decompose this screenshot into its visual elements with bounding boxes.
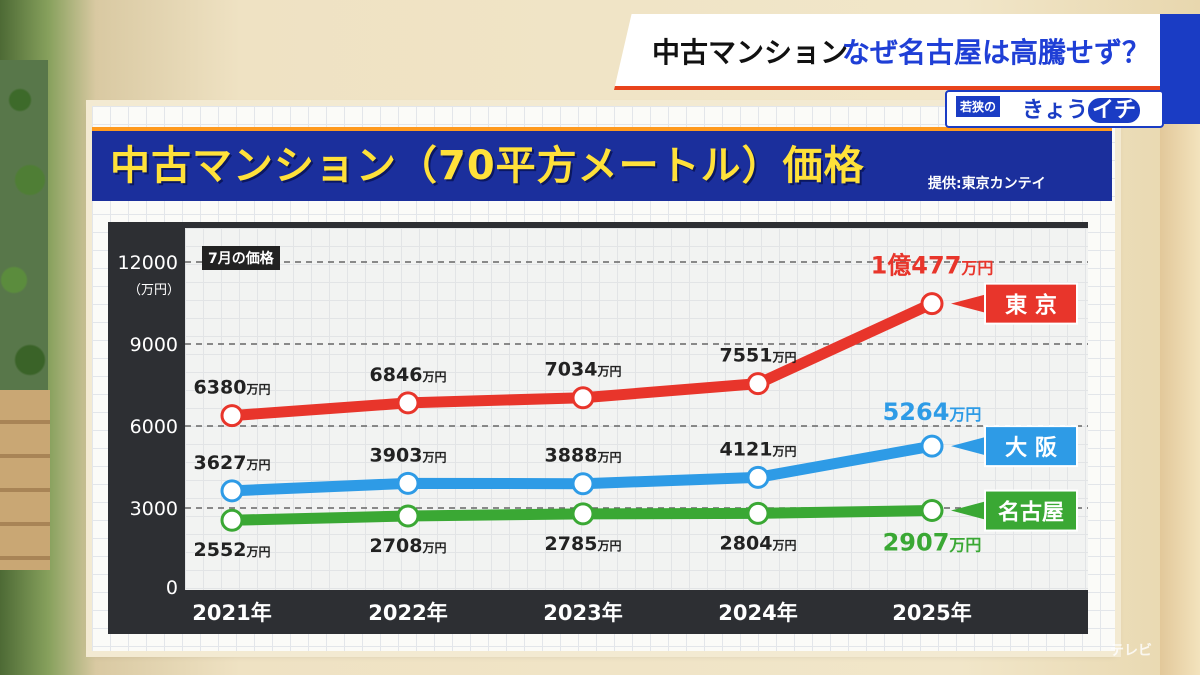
data-label-nagoya: 2552万円 (194, 539, 271, 561)
data-label-tokyo: 6846万円 (370, 364, 447, 386)
data-point-tokyo (920, 292, 944, 316)
data-label-tokyo: 7551万円 (720, 345, 797, 367)
data-label-osaka: 3903万円 (370, 444, 447, 466)
data-label-osaka: 3888万円 (545, 445, 622, 467)
y-tick-label: 9000 (130, 334, 178, 356)
x-tick-label: 2022年 (368, 601, 447, 625)
data-point-tokyo (746, 372, 770, 396)
data-label-osaka: 4121万円 (720, 438, 797, 460)
data-label-osaka: 5264万円 (883, 398, 982, 426)
data-label-nagoya: 2907万円 (883, 529, 982, 557)
data-label-nagoya: 2708万円 (370, 535, 447, 557)
board-source: 提供:東京カンテイ (928, 176, 1046, 192)
headline-topic: 中古マンション (652, 36, 849, 69)
y-tick-label: 6000 (130, 416, 178, 438)
banner-accent (1160, 14, 1200, 124)
y-tick-label: 12000 (118, 252, 178, 274)
program-logo-text-a: きょう (1022, 98, 1089, 123)
legend-tag-tokyo (984, 282, 1078, 325)
board-title: 中古マンション（70平方メートル）価格 (110, 143, 865, 189)
plant-decoration (0, 60, 48, 390)
headline-banner (614, 14, 1200, 90)
y-tick-label: 3000 (130, 498, 178, 520)
data-point-osaka (571, 472, 595, 496)
y-axis-unit: （万円） (128, 283, 181, 298)
board-title-bar (92, 127, 1112, 201)
data-point-tokyo (220, 404, 244, 428)
data-point-osaka (920, 434, 944, 458)
studio-panel (1160, 100, 1200, 675)
data-label-osaka: 3627万円 (194, 452, 271, 474)
x-tick-label: 2023年 (543, 601, 622, 625)
program-logo-small: 若狭の (956, 96, 1001, 117)
legend-tag-osaka (984, 425, 1078, 468)
program-logo-big: きょう イチ (1022, 92, 1141, 124)
legend-label-nagoya: 名古屋 (998, 500, 1064, 526)
data-label-nagoya: 2804万円 (720, 532, 797, 554)
data-label-tokyo: 1億477万円 (871, 252, 994, 280)
x-tick-label: 2024年 (718, 601, 797, 625)
data-point-nagoya (571, 502, 595, 526)
x-tick-label: 2021年 (192, 601, 271, 625)
y-tick-label: 0 (166, 577, 178, 599)
data-point-nagoya (746, 501, 770, 525)
data-point-osaka (746, 465, 770, 489)
shelf-decoration (0, 390, 50, 570)
legend-label-osaka: 大 阪 (1005, 436, 1057, 461)
data-label-tokyo: 7034万円 (545, 359, 622, 381)
data-label-nagoya: 2785万円 (545, 533, 622, 555)
data-point-osaka (396, 471, 420, 495)
data-label-tokyo: 6380万円 (194, 377, 271, 399)
july-price-badge: 7月の価格 (202, 246, 280, 270)
legend-pointer-tokyo (951, 294, 985, 313)
data-point-tokyo (571, 386, 595, 410)
legend-tag-nagoya (984, 489, 1078, 532)
legend-pointer-osaka (951, 437, 985, 456)
x-tick-label: 2025年 (892, 601, 971, 625)
data-point-osaka (220, 479, 244, 503)
data-point-tokyo (396, 391, 420, 415)
legend-label-tokyo: 東 京 (1005, 293, 1057, 319)
program-logo-text-b: イチ (1088, 98, 1141, 123)
broadcaster-watermark: テレビ (1110, 643, 1152, 659)
legend-pointer-nagoya (951, 501, 985, 520)
data-point-nagoya (396, 504, 420, 528)
headline-question: なぜ名古屋は高騰せず？ (842, 36, 1151, 69)
data-point-nagoya (920, 499, 944, 523)
data-point-nagoya (220, 508, 244, 532)
